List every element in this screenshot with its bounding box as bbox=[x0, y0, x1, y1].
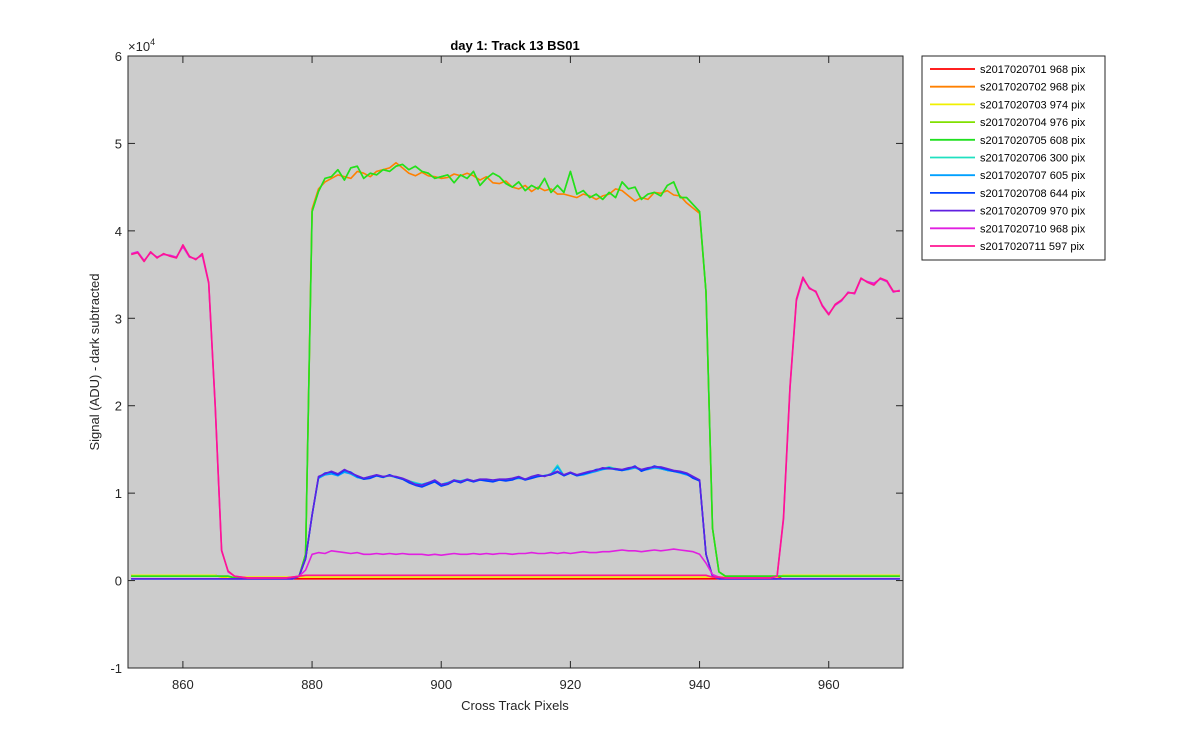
series-layer bbox=[130, 161, 901, 580]
y-tick-label: 0 bbox=[115, 574, 122, 589]
legend-item: s2017020707 605 pix bbox=[930, 170, 1086, 182]
y-tick-label: 1 bbox=[115, 486, 122, 501]
y-axis-title: Signal (ADU) - dark subtracted bbox=[87, 273, 102, 450]
y-tick-label: 2 bbox=[115, 399, 122, 414]
legend-item: s2017020705 608 pix bbox=[930, 135, 1086, 147]
y-exponent-base: ×10 bbox=[128, 39, 150, 54]
legend-label: s2017020706 300 pix bbox=[980, 153, 1086, 165]
chart-title: day 1: Track 13 BS01 bbox=[450, 38, 579, 53]
legend-item: s2017020711 597 pix bbox=[930, 241, 1085, 253]
legend-label: s2017020711 597 pix bbox=[980, 241, 1085, 253]
legend-label: s2017020701 968 pix bbox=[980, 64, 1086, 76]
legend-entries: s2017020701 968 pix s2017020702 968 pix s2… bbox=[930, 64, 1086, 253]
y-tick-label: 6 bbox=[115, 49, 122, 64]
x-tick-label: 900 bbox=[430, 677, 452, 692]
legend-item: s2017020709 970 pix bbox=[930, 206, 1086, 218]
legend-label: s2017020702 968 pix bbox=[980, 82, 1086, 94]
y-tick-label: -1 bbox=[110, 661, 122, 676]
legend-label: s2017020704 976 pix bbox=[980, 117, 1086, 129]
legend: s2017020701 968 pix s2017020702 968 pix s2… bbox=[921, 55, 1106, 261]
legend-item: s2017020701 968 pix bbox=[930, 64, 1086, 76]
legend-label: s2017020705 608 pix bbox=[980, 135, 1086, 147]
legend-item: s2017020704 976 pix bbox=[930, 117, 1086, 129]
plot-area bbox=[128, 56, 903, 668]
x-tick-label: 940 bbox=[689, 677, 711, 692]
legend-item: s2017020703 974 pix bbox=[930, 99, 1086, 111]
y-axis: -1 0 1 2 3 4 5 6 bbox=[110, 49, 903, 676]
svg-text:×104: ×104 bbox=[128, 37, 155, 54]
x-tick-label: 880 bbox=[301, 677, 323, 692]
y-exponent-power: 4 bbox=[150, 37, 155, 47]
series-line-9 bbox=[131, 466, 900, 580]
y-exponent-label: ×104 bbox=[128, 37, 155, 54]
x-axis: 860 880 900 920 940 960 bbox=[172, 56, 840, 692]
legend-label: s2017020707 605 pix bbox=[980, 170, 1086, 182]
legend-label: s2017020708 644 pix bbox=[980, 188, 1086, 200]
x-tick-label: 860 bbox=[172, 677, 194, 692]
series-line-11 bbox=[130, 244, 900, 579]
x-tick-label: 960 bbox=[818, 677, 840, 692]
legend-item: s2017020702 968 pix bbox=[930, 82, 1086, 94]
legend-label: s2017020709 970 pix bbox=[980, 206, 1086, 218]
y-tick-label: 3 bbox=[115, 311, 122, 326]
legend-item: s2017020708 644 pix bbox=[930, 188, 1086, 200]
legend-item: s2017020710 968 pix bbox=[930, 223, 1086, 235]
legend-item: s2017020706 300 pix bbox=[930, 153, 1086, 165]
legend-label: s2017020710 968 pix bbox=[980, 223, 1086, 235]
plot-frame bbox=[127, 55, 904, 669]
x-tick-label: 920 bbox=[560, 677, 582, 692]
y-tick-label: 5 bbox=[115, 136, 122, 151]
y-tick-label: 4 bbox=[115, 224, 122, 239]
x-axis-title: Cross Track Pixels bbox=[461, 698, 569, 713]
legend-label: s2017020703 974 pix bbox=[980, 99, 1086, 111]
